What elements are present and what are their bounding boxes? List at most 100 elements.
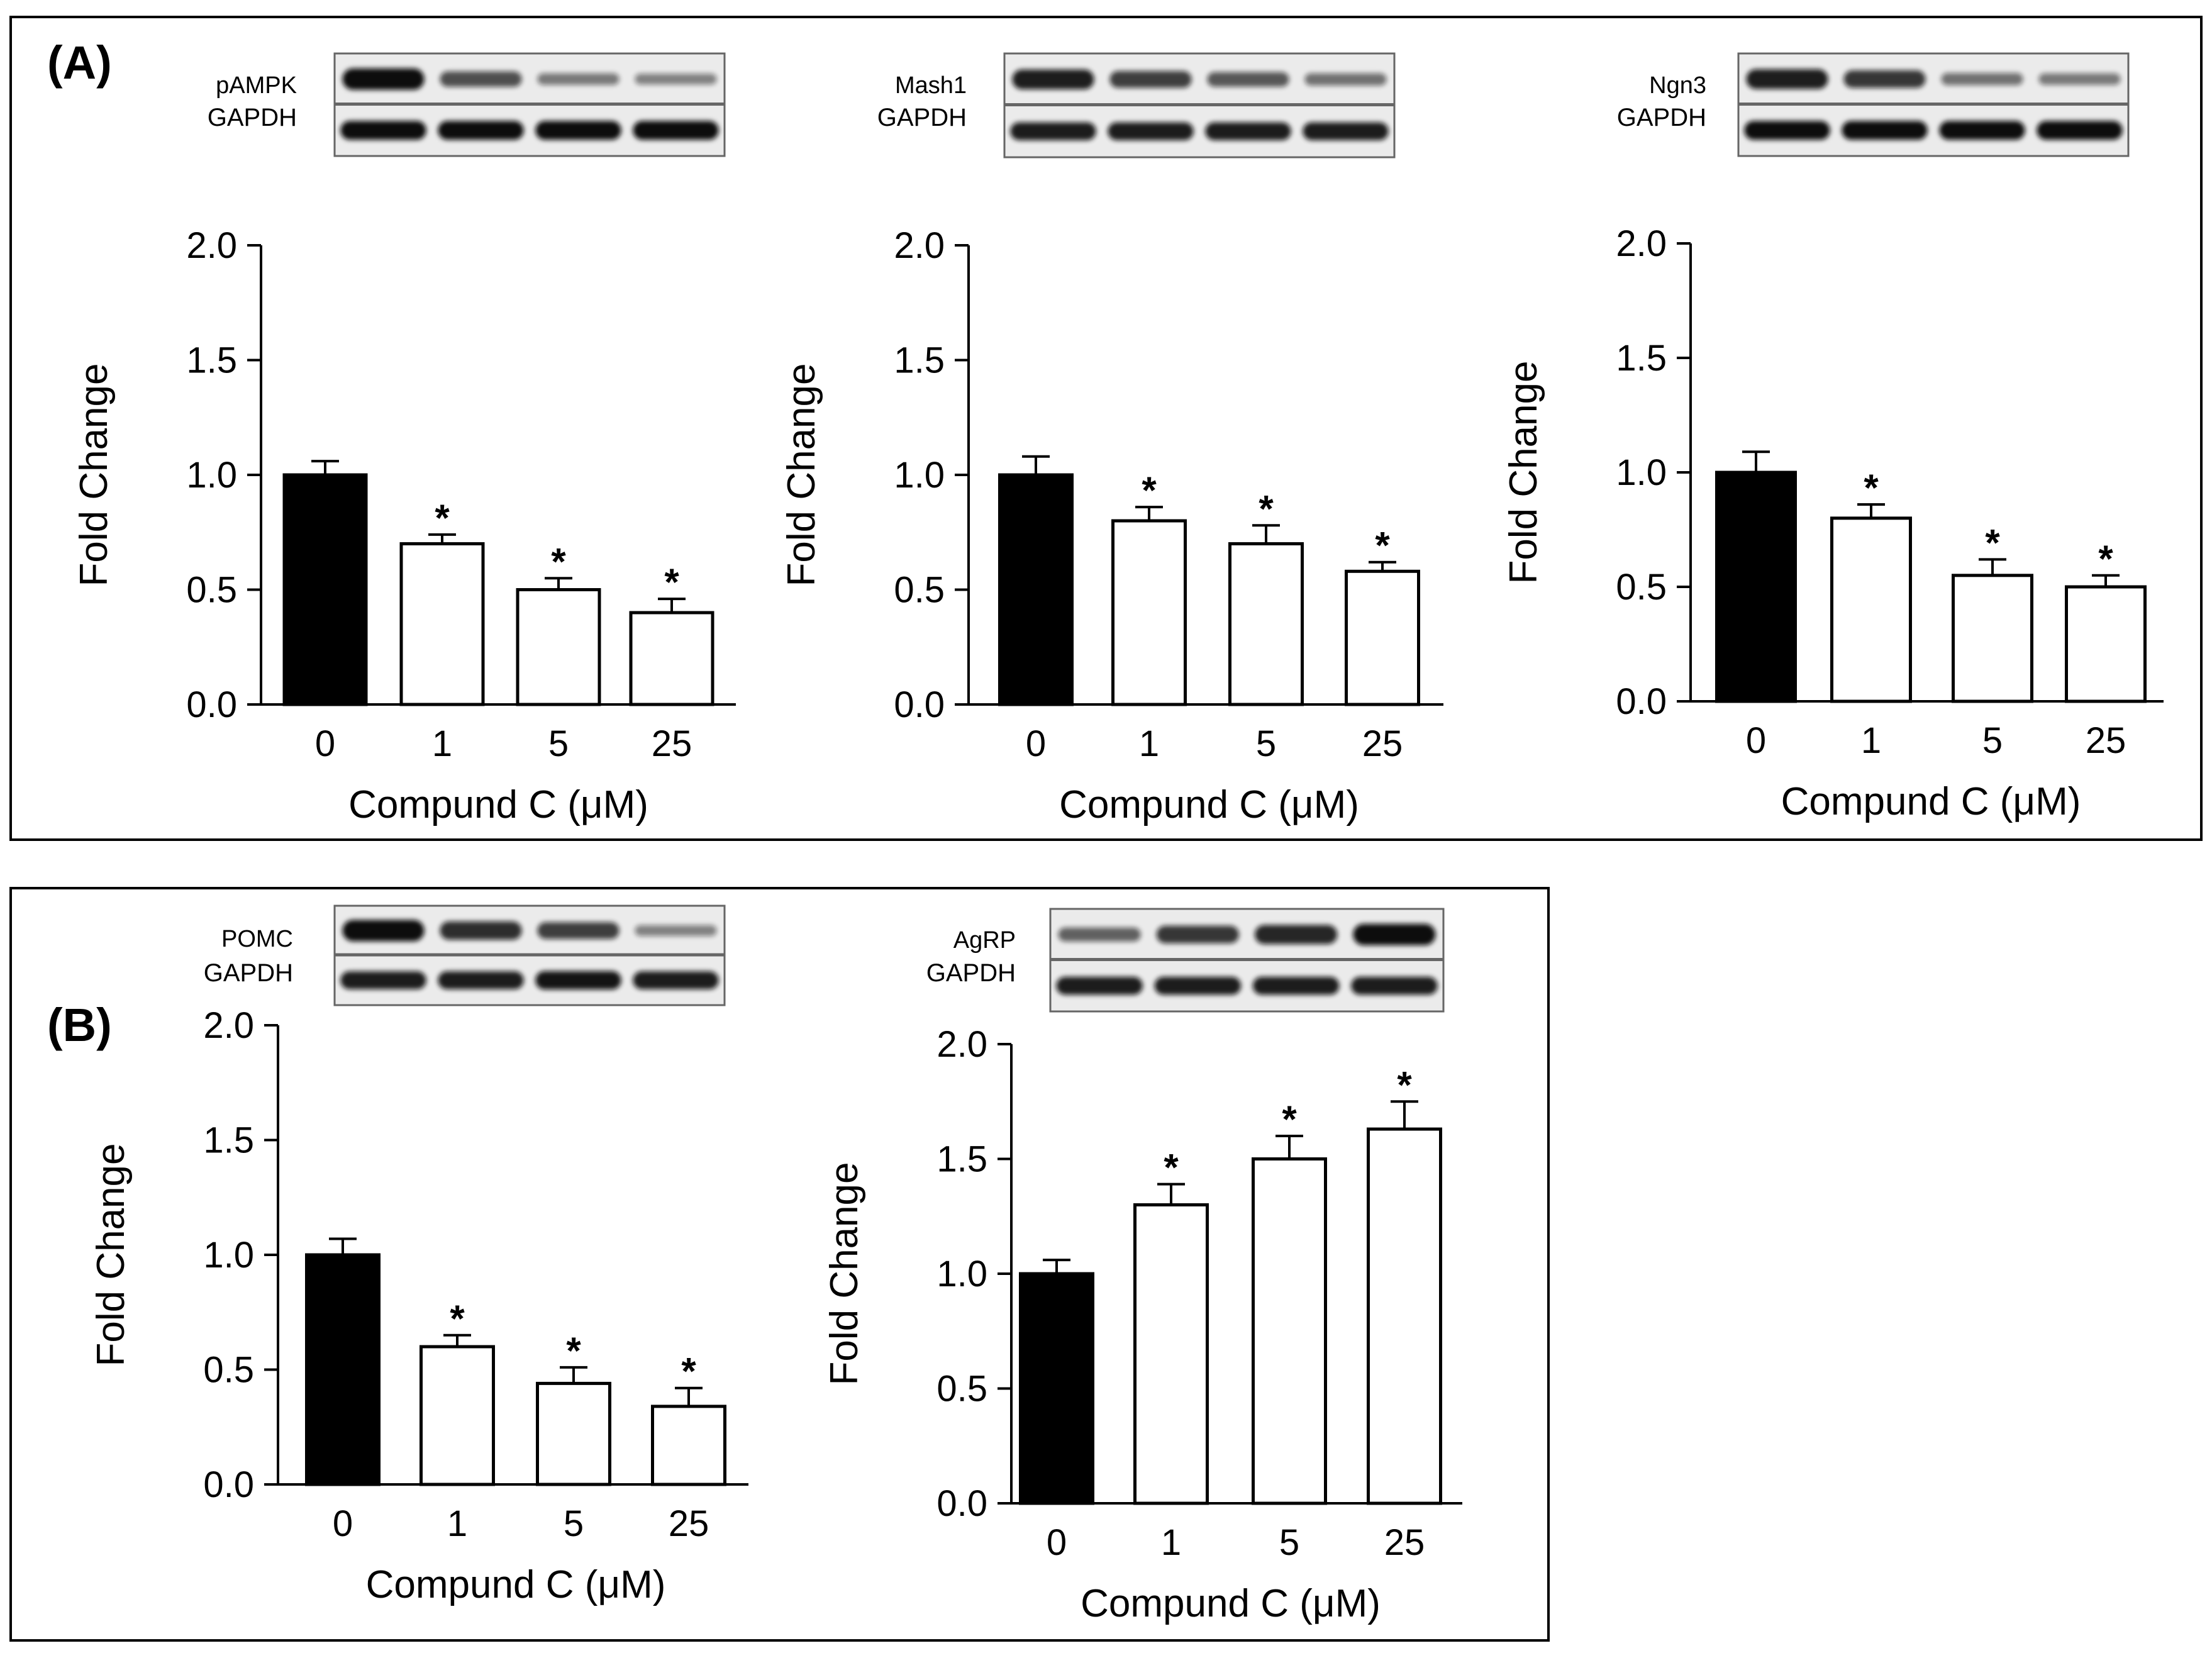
chart-3: Ngn3 GAPDH 0.0 0.5 1.0 1.5 2.0 Fold Change 0 * 1 * 5…: [1502, 52, 2164, 823]
blot-band-gapdh: [633, 971, 719, 989]
bar-5: [1252, 1157, 1327, 1505]
y-axis-title: Fold Change: [72, 363, 116, 586]
y-tick-label: 1.5: [936, 1139, 987, 1180]
y-tick-label: 1.5: [1616, 338, 1667, 379]
x-tick-label: 1: [432, 723, 452, 764]
bar-1: [1830, 516, 1912, 703]
blot-target-label: Ngn3: [1649, 72, 1706, 99]
x-tick-label: 25: [669, 1503, 709, 1544]
bar-25: [1345, 569, 1420, 706]
blot-band-top: [1109, 70, 1192, 88]
bar-25: [629, 611, 714, 706]
significance-marker: *: [1985, 521, 2000, 564]
blot-band-gapdh: [1744, 121, 1830, 140]
significance-marker: *: [664, 561, 679, 603]
blot-band-gapdh: [1252, 977, 1340, 995]
blot-band-gapdh: [1939, 121, 2025, 140]
chart-1: pAMPK GAPDH 0.0 0.5 1.0 1.5 2.0 Fold Change 0 * 1 *…: [72, 52, 736, 826]
bar-25: [651, 1405, 726, 1486]
blot-band-top: [537, 922, 620, 939]
bar-0: [1715, 470, 1797, 703]
blot-band-gapdh: [340, 121, 426, 140]
x-axis-title: Compund C (μM): [1081, 1582, 1381, 1625]
blot-loading-label: GAPDH: [877, 104, 967, 131]
blot-band-top: [1843, 70, 1926, 88]
blot-band-gapdh: [1205, 122, 1291, 140]
bar-0: [1019, 1272, 1094, 1505]
x-tick-label: 1: [1861, 720, 1881, 761]
x-axis-title: Compund C (μM): [348, 783, 648, 826]
significance-marker: *: [1375, 525, 1390, 567]
blot-band-gapdh: [535, 971, 621, 990]
y-tick-label: 2.0: [186, 225, 237, 266]
blot-band-top: [635, 74, 717, 85]
x-tick-label: 1: [1139, 723, 1159, 764]
y-tick-label: 2.0: [1616, 223, 1667, 264]
charts-layer: pAMPK GAPDH 0.0 0.5 1.0 1.5 2.0 Fold Change 0 * 1 *…: [72, 52, 2164, 1625]
chart-4: POMC GAPDH 0.0 0.5 1.0 1.5 2.0 Fold Change 0 * 1 * 5…: [89, 904, 748, 1606]
blot-band-top: [1941, 72, 2023, 86]
x-tick-label: 25: [652, 723, 692, 764]
y-tick-label: 1.0: [1616, 452, 1667, 493]
bar-5: [516, 588, 601, 706]
x-tick-label: 1: [1161, 1522, 1181, 1563]
y-axis-title: Fold Change: [823, 1162, 866, 1385]
bar-0: [305, 1253, 381, 1486]
significance-marker: *: [551, 540, 566, 582]
panel-a-label: (A): [47, 36, 112, 89]
blot-loading-label: GAPDH: [204, 959, 293, 987]
x-tick-label: 0: [1746, 720, 1766, 761]
blot-band-top: [342, 68, 425, 90]
blot-band-gapdh: [633, 121, 719, 140]
blot-band-top: [1207, 72, 1289, 87]
y-tick-label: 0.0: [936, 1483, 987, 1524]
x-tick-label: 25: [2086, 720, 2126, 761]
x-tick-label: 1: [447, 1503, 467, 1544]
y-tick-label: 0.5: [186, 570, 237, 611]
significance-marker: *: [1282, 1098, 1297, 1140]
panel-b-label: (B): [47, 999, 112, 1051]
significance-marker: *: [681, 1350, 696, 1393]
blot-band-gapdh: [340, 971, 426, 989]
blot-band-top: [1353, 923, 1436, 945]
chart-2: Mash1 GAPDH 0.0 0.5 1.0 1.5 2.0 Fold Change 0 * 1 *…: [780, 52, 1443, 826]
x-tick-label: 0: [315, 723, 335, 764]
blot-band-top: [1746, 69, 1828, 89]
blot-band-top: [1012, 69, 1094, 90]
blot-band-gapdh: [1303, 122, 1389, 140]
significance-marker: *: [566, 1330, 581, 1372]
significance-marker: *: [1397, 1064, 1412, 1106]
blot-target-label: POMC: [221, 926, 293, 952]
blot-band-gapdh: [1351, 977, 1438, 995]
y-tick-label: 0.0: [894, 684, 945, 725]
y-tick-label: 0.0: [186, 684, 237, 725]
y-tick-label: 2.0: [894, 225, 945, 266]
y-tick-label: 0.0: [203, 1464, 254, 1505]
blot-band-top: [342, 920, 425, 942]
bar-0: [282, 473, 368, 706]
bar-1: [420, 1345, 495, 1486]
bar-5: [536, 1381, 611, 1486]
blot-band-gapdh: [438, 971, 524, 989]
significance-marker: *: [435, 497, 450, 539]
bar-5: [1228, 542, 1304, 706]
x-tick-label: 5: [1256, 723, 1276, 764]
blot-band-top: [1255, 925, 1338, 944]
y-tick-label: 0.5: [936, 1369, 987, 1410]
blot-target-label: AgRP: [953, 927, 1016, 954]
y-tick-label: 1.0: [186, 455, 237, 496]
bar-1: [399, 542, 485, 706]
blot-band-top: [440, 921, 522, 940]
western-blot: AgRP GAPDH: [926, 908, 1445, 1013]
panel-a-frame: [9, 16, 2203, 841]
x-tick-label: 0: [1026, 723, 1046, 764]
y-axis-title: Fold Change: [89, 1143, 133, 1366]
bar-5: [1952, 574, 2033, 703]
y-tick-label: 2.0: [936, 1024, 987, 1065]
y-tick-label: 0.5: [894, 570, 945, 611]
x-tick-label: 0: [333, 1503, 353, 1544]
bar-25: [1367, 1127, 1442, 1505]
bar-0: [998, 473, 1074, 706]
